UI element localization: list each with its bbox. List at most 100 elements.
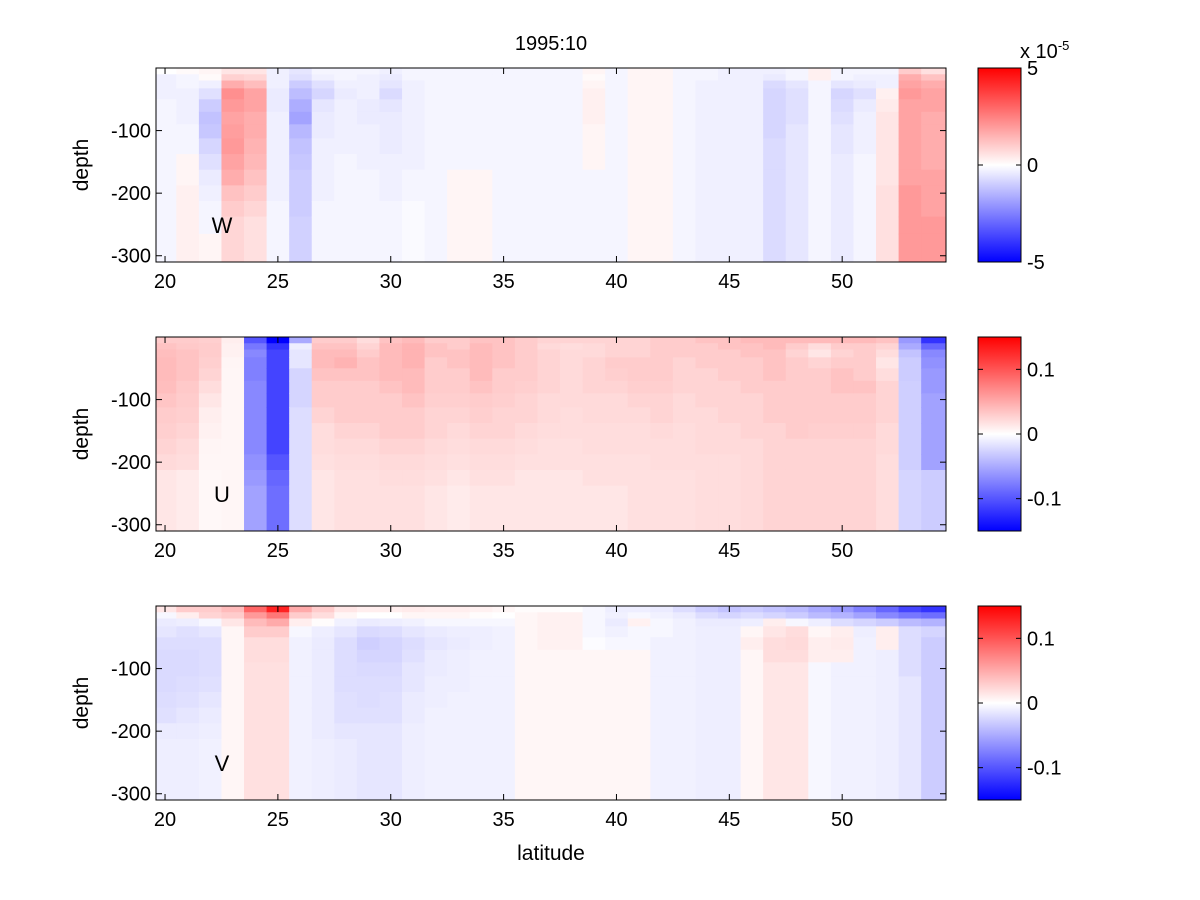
heatmap-cell bbox=[672, 606, 697, 613]
heatmap-cell bbox=[221, 754, 245, 773]
heatmap-cell bbox=[763, 357, 787, 369]
heatmap-cell bbox=[424, 337, 448, 344]
heatmap-cell bbox=[244, 754, 268, 773]
heatmap-cell bbox=[356, 349, 381, 358]
heatmap-cell bbox=[650, 618, 674, 627]
heatmap-cell bbox=[537, 502, 561, 531]
heatmap-cell bbox=[514, 771, 539, 800]
heatmap-cell bbox=[582, 185, 606, 202]
heatmap-cell bbox=[560, 469, 584, 487]
heatmap-cell bbox=[244, 502, 268, 531]
heatmap-cell bbox=[853, 723, 877, 740]
x-tick-label: 50 bbox=[831, 540, 853, 562]
heatmap-cell bbox=[808, 662, 832, 677]
heatmap-cell bbox=[830, 216, 855, 235]
heatmap-cell bbox=[334, 771, 358, 800]
heatmap-cell bbox=[198, 88, 223, 100]
heatmap-cell bbox=[921, 216, 946, 235]
heatmap-cell bbox=[311, 606, 335, 613]
heatmap-cell bbox=[424, 368, 448, 382]
heatmap-cell bbox=[740, 80, 764, 89]
heatmap-cell bbox=[672, 88, 697, 100]
heatmap-cell bbox=[560, 99, 584, 113]
heatmap-cell bbox=[402, 407, 426, 424]
heatmap-cell bbox=[221, 738, 245, 756]
heatmap-cell bbox=[560, 368, 584, 382]
heatmap-cell bbox=[650, 111, 674, 125]
x-tick-label: 50 bbox=[831, 809, 853, 831]
heatmap-cell bbox=[221, 393, 245, 408]
heatmap-cell bbox=[582, 80, 606, 89]
heatmap-cell bbox=[695, 233, 719, 262]
heatmap-cell bbox=[356, 469, 381, 487]
heatmap-cell bbox=[808, 200, 832, 218]
heatmap-cell bbox=[853, 637, 877, 651]
heatmap-cell bbox=[695, 637, 719, 651]
heatmap-cell bbox=[785, 380, 809, 394]
heatmap-cell bbox=[221, 618, 245, 627]
heatmap-cell bbox=[763, 637, 787, 651]
heatmap-cell bbox=[876, 502, 900, 531]
heatmap-cell bbox=[830, 185, 855, 202]
heatmap-cell bbox=[492, 357, 516, 369]
heatmap-cell bbox=[447, 649, 471, 663]
heatmap-cell bbox=[424, 612, 448, 620]
heatmap-cell bbox=[266, 723, 290, 740]
heatmap-cell bbox=[198, 99, 223, 113]
heatmap-cell bbox=[447, 423, 471, 440]
heatmap-cell bbox=[402, 349, 426, 358]
heatmap-cell bbox=[921, 407, 946, 424]
heatmap-cell bbox=[650, 771, 674, 800]
heatmap-cell bbox=[537, 393, 561, 408]
heatmap-cell bbox=[221, 469, 245, 487]
heatmap-cell bbox=[718, 723, 742, 740]
heatmap-cell bbox=[289, 80, 313, 89]
heatmap-cell bbox=[605, 185, 629, 202]
heatmap-cell bbox=[244, 438, 268, 455]
heatmap-cell bbox=[695, 111, 719, 125]
heatmap-cell bbox=[221, 343, 245, 351]
heatmap-cell bbox=[627, 707, 651, 724]
heatmap-cell bbox=[785, 357, 809, 369]
heatmap-cell bbox=[402, 438, 426, 455]
heatmap-cell bbox=[695, 502, 719, 531]
heatmap-cell bbox=[876, 637, 900, 651]
heatmap-cell bbox=[176, 723, 200, 740]
heatmap-cell bbox=[898, 612, 922, 620]
heatmap-cell bbox=[266, 99, 290, 113]
heatmap-cell bbox=[898, 502, 922, 531]
heatmap-cell bbox=[469, 662, 493, 677]
heatmap-cell bbox=[289, 606, 313, 613]
heatmap-cell bbox=[763, 423, 787, 440]
heatmap-cell bbox=[763, 662, 787, 677]
heatmap-cell bbox=[514, 502, 539, 531]
heatmap-cell bbox=[402, 606, 426, 613]
heatmap-cell bbox=[469, 676, 493, 693]
heatmap-cell bbox=[627, 676, 651, 693]
heatmap-cell bbox=[627, 438, 651, 455]
heatmap-cell bbox=[605, 200, 629, 218]
heatmap-cell bbox=[537, 368, 561, 382]
x-tick-label: 30 bbox=[380, 271, 402, 293]
heatmap-cell bbox=[156, 185, 177, 202]
heatmap-cell bbox=[156, 124, 177, 139]
heatmap-cell bbox=[672, 502, 697, 531]
heatmap-cell bbox=[356, 502, 381, 531]
heatmap-cell bbox=[266, 771, 290, 800]
heatmap-cell bbox=[876, 124, 900, 139]
heatmap-cell bbox=[672, 662, 697, 677]
heatmap-cell bbox=[898, 111, 922, 125]
heatmap-cell bbox=[605, 485, 629, 504]
heatmap-cell bbox=[156, 407, 177, 424]
heatmap-cell bbox=[898, 368, 922, 382]
heatmap-cell bbox=[356, 357, 381, 369]
x-axis-label: latitude bbox=[517, 842, 585, 865]
heatmap-cell bbox=[244, 692, 268, 709]
heatmap-cell bbox=[740, 138, 764, 155]
heatmap-cell bbox=[469, 233, 493, 262]
heatmap-cell bbox=[311, 169, 335, 186]
heatmap-cell bbox=[311, 368, 335, 382]
heatmap-cell bbox=[289, 454, 313, 471]
heatmap-cell bbox=[289, 337, 313, 344]
heatmap-cell bbox=[627, 368, 651, 382]
